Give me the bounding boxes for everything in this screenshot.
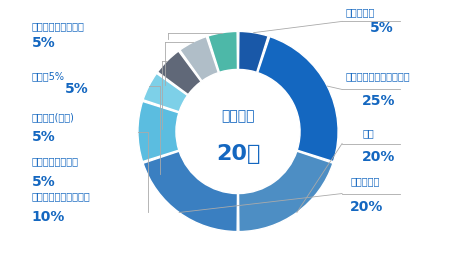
Text: 飛来・落下: 飛来・落下 bbox=[345, 7, 374, 17]
Wedge shape bbox=[208, 31, 238, 72]
Text: 5%: 5% bbox=[370, 21, 394, 36]
Text: 5%: 5% bbox=[65, 83, 89, 97]
Text: 破裂　5%: 破裂 5% bbox=[32, 72, 65, 82]
Wedge shape bbox=[238, 151, 333, 232]
Text: 5%: 5% bbox=[32, 129, 56, 144]
Text: 高温・低温の物との接触: 高温・低温の物との接触 bbox=[345, 72, 410, 82]
Wedge shape bbox=[238, 31, 268, 72]
Text: 有害物等との接触: 有害物等との接触 bbox=[32, 156, 79, 166]
Text: 10%: 10% bbox=[32, 210, 65, 224]
Text: 5%: 5% bbox=[32, 175, 56, 189]
Text: 転倒: 転倒 bbox=[362, 129, 374, 139]
Text: 20件: 20件 bbox=[216, 144, 260, 164]
Text: 墜落・転落: 墜落・転落 bbox=[350, 176, 379, 186]
Text: 交通事故(道路): 交通事故(道路) bbox=[32, 113, 75, 123]
Wedge shape bbox=[143, 73, 188, 112]
Text: 5%: 5% bbox=[32, 36, 56, 50]
Text: 20%: 20% bbox=[362, 150, 396, 164]
Text: 25%: 25% bbox=[362, 94, 396, 108]
Text: 挟まれ・巻き込まれ: 挟まれ・巻き込まれ bbox=[32, 21, 85, 31]
Wedge shape bbox=[158, 51, 201, 95]
Wedge shape bbox=[258, 37, 338, 161]
Wedge shape bbox=[138, 102, 179, 161]
Wedge shape bbox=[143, 151, 238, 232]
Text: 動作の反動・無理動作: 動作の反動・無理動作 bbox=[32, 191, 90, 201]
Text: 20%: 20% bbox=[350, 200, 383, 214]
Wedge shape bbox=[180, 37, 218, 81]
Text: 休業災害: 休業災害 bbox=[221, 109, 255, 124]
